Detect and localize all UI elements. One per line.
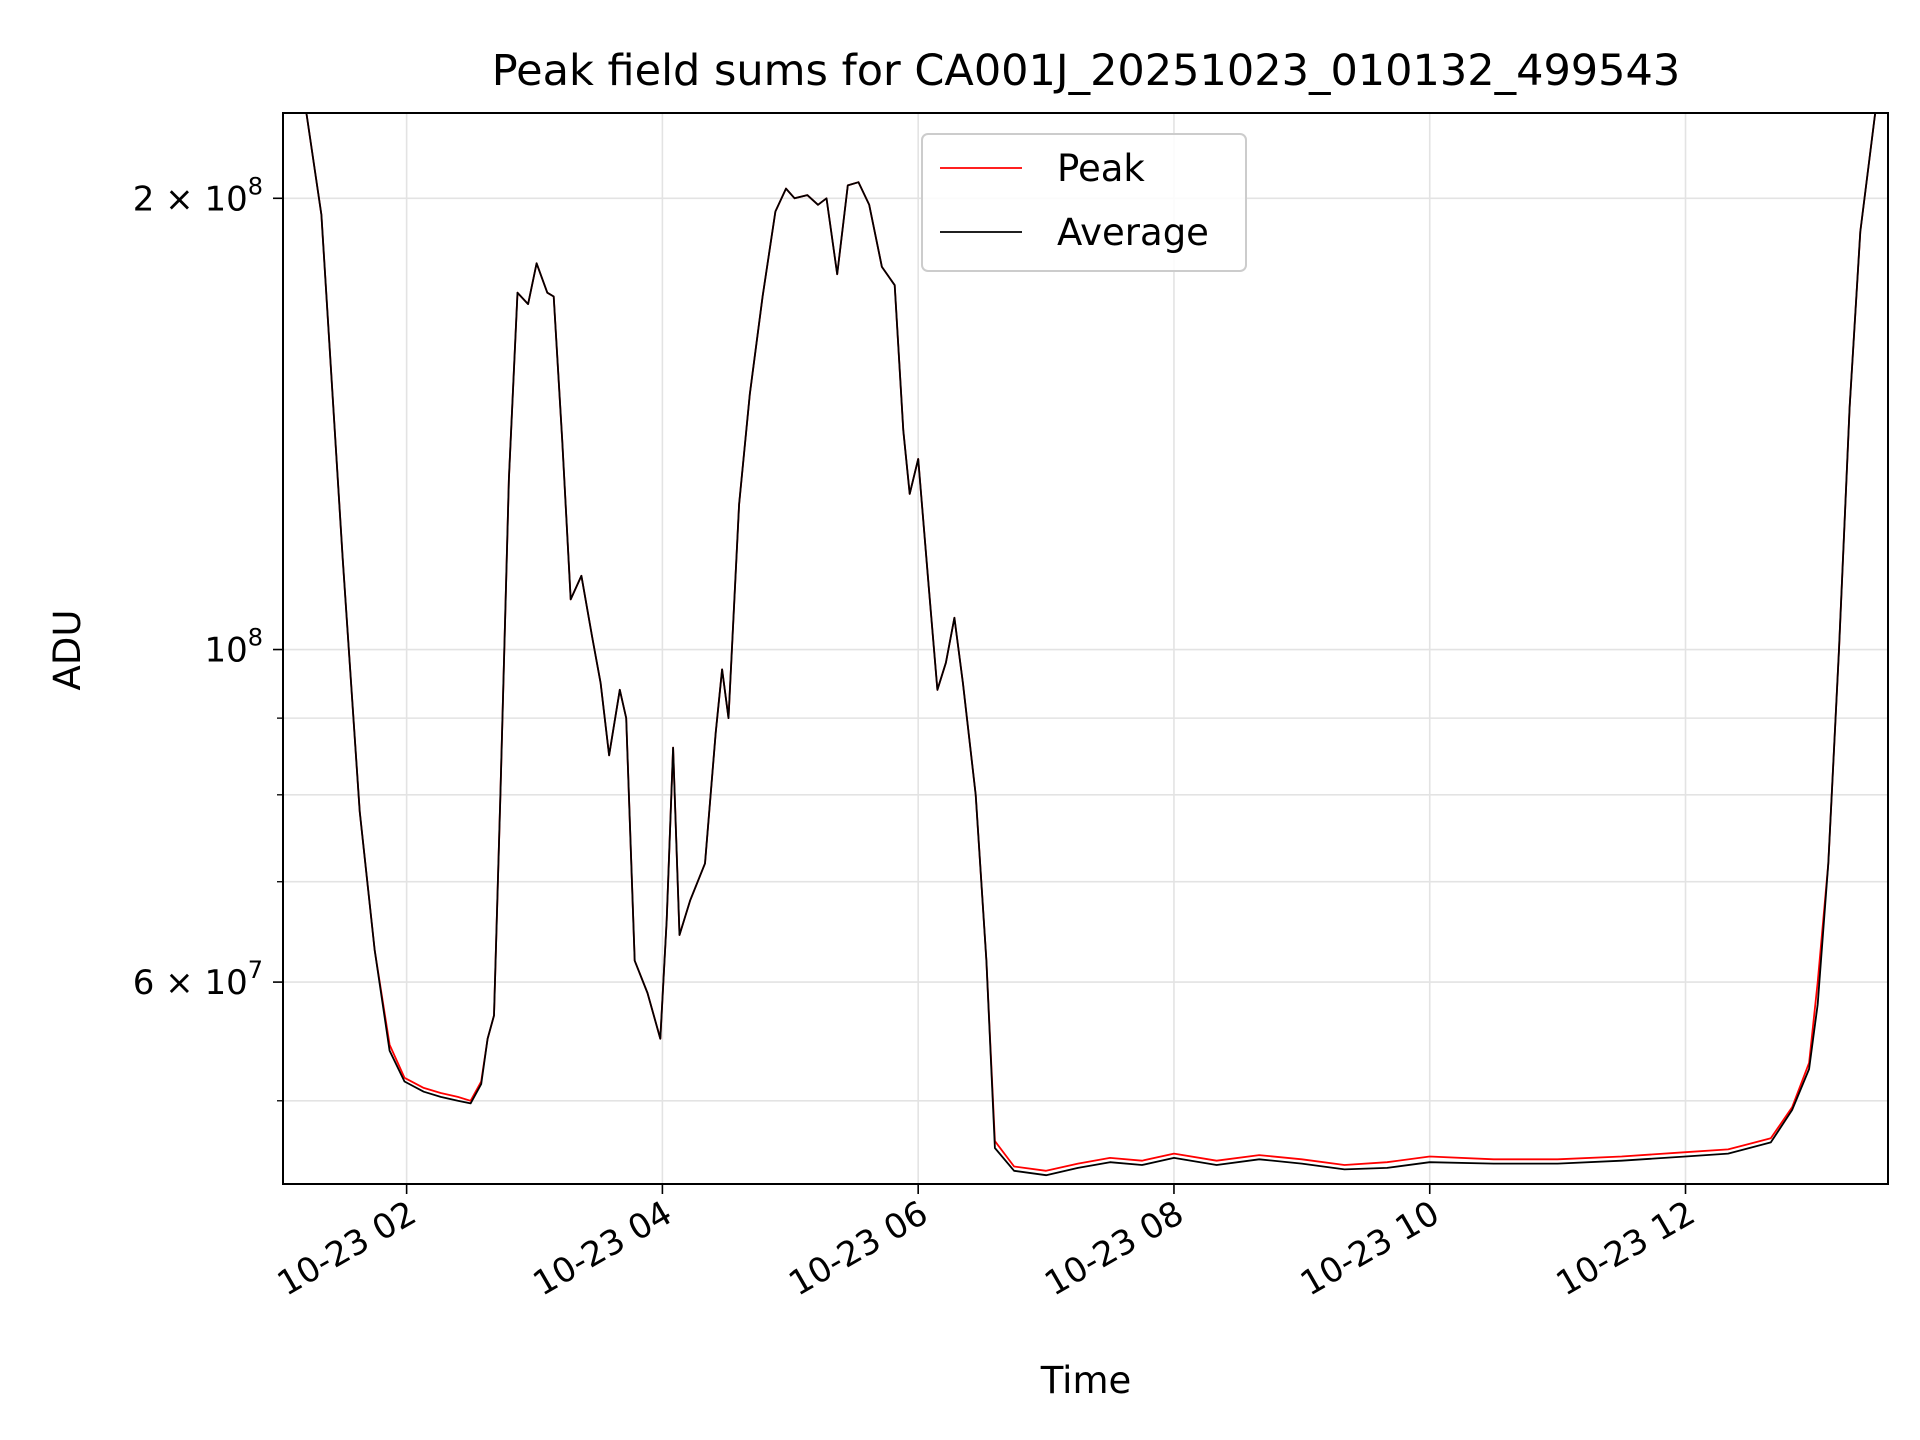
- y-tick-label: 6 × 107: [133, 956, 263, 1003]
- y-axis-label: ADU: [46, 610, 89, 691]
- y-tick-label-base: 10: [204, 631, 247, 671]
- y-tick-label-exponent: 7: [248, 956, 263, 984]
- y-tick-label-base: 2 × 10: [133, 179, 248, 219]
- y-tick-label: 2 × 108: [133, 172, 263, 219]
- grid-lines: [283, 113, 1888, 1184]
- chart-title: Peak field sums for CA001J_20251023_0101…: [492, 46, 1680, 96]
- legend-label-average: Average: [1057, 211, 1209, 254]
- y-tick-label-exponent: 8: [248, 624, 263, 652]
- y-tick-label-base: 6 × 10: [133, 963, 248, 1003]
- legend-label-peak: Peak: [1057, 147, 1145, 190]
- series-lines: [305, 113, 1877, 1177]
- x-axis-label: Time: [1040, 1359, 1132, 1402]
- series-line-average: [305, 113, 1877, 1177]
- y-tick-label: 108: [204, 624, 263, 671]
- legend: Peak Average: [921, 133, 1247, 272]
- plot-area-frame: [282, 112, 1889, 1185]
- y-tick-label-exponent: 8: [248, 172, 263, 200]
